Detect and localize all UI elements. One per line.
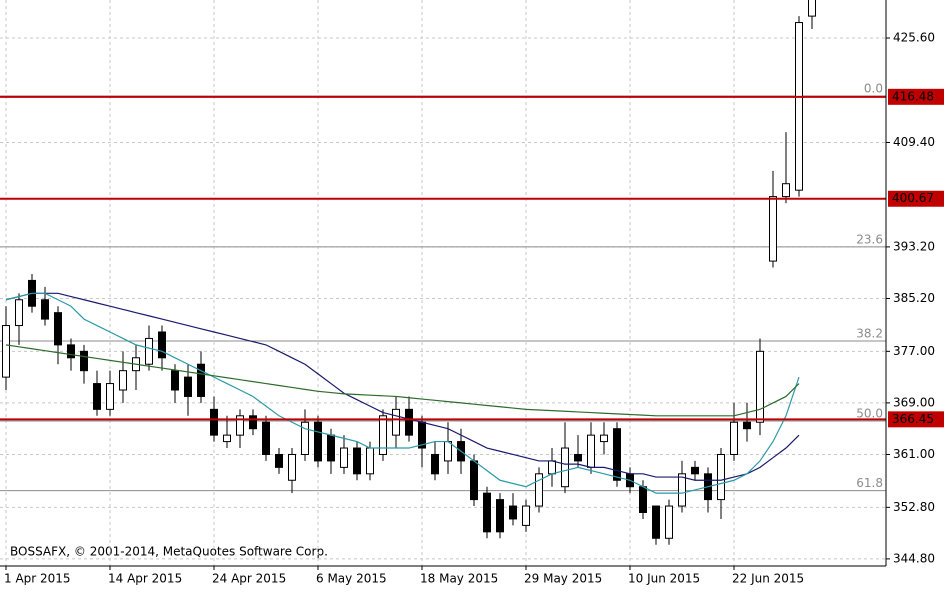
candle-body bbox=[184, 376, 192, 397]
candle-body bbox=[106, 383, 114, 410]
price-level-box bbox=[888, 88, 944, 105]
x-tick-label: 14 Apr 2015 bbox=[108, 572, 182, 586]
candle-body bbox=[353, 447, 361, 475]
candle-body bbox=[119, 370, 127, 391]
candle-body bbox=[535, 473, 543, 507]
candle-body bbox=[587, 434, 595, 468]
candle-body bbox=[2, 325, 10, 378]
candle-body bbox=[41, 299, 49, 320]
y-tick-label: 393.20 bbox=[893, 239, 935, 253]
candle-body bbox=[717, 453, 725, 501]
candle-body bbox=[223, 434, 231, 443]
candle-body bbox=[210, 408, 218, 436]
candle-body bbox=[509, 505, 517, 520]
price-level-box bbox=[888, 190, 944, 207]
x-tick-label: 6 May 2015 bbox=[316, 572, 387, 586]
candle-body bbox=[613, 428, 621, 481]
x-tick-label: 29 May 2015 bbox=[524, 572, 602, 586]
candle-body bbox=[769, 196, 777, 262]
y-tick-label: 377.00 bbox=[893, 344, 935, 358]
candle-body bbox=[327, 434, 335, 462]
candle-body bbox=[158, 331, 166, 359]
candle-body bbox=[782, 183, 790, 198]
watermark: BOSSAFX, © 2001-2014, MetaQuotes Softwar… bbox=[10, 545, 328, 559]
candle-body bbox=[197, 363, 205, 397]
candle-body bbox=[795, 22, 803, 191]
candle-body bbox=[80, 350, 88, 372]
fib-label: 23.6 bbox=[856, 232, 883, 246]
candle-body bbox=[392, 408, 400, 436]
fib-label: 38.2 bbox=[856, 327, 883, 341]
x-tick-label: 24 Apr 2015 bbox=[212, 572, 286, 586]
candle-body bbox=[743, 421, 751, 430]
candle-body bbox=[275, 453, 283, 468]
moving-average bbox=[5, 292, 800, 494]
fib-label: 50.0 bbox=[856, 406, 883, 420]
y-tick-label: 361.00 bbox=[893, 447, 935, 461]
candle-body bbox=[340, 447, 348, 468]
y-tick-label: 385.20 bbox=[893, 291, 935, 305]
candle-body bbox=[756, 350, 764, 423]
price-level-box bbox=[888, 411, 944, 428]
candle-body bbox=[288, 453, 296, 481]
price-level-label: 416.48 bbox=[892, 89, 934, 103]
y-tick-label: 352.80 bbox=[893, 500, 935, 514]
y-tick-label: 344.80 bbox=[893, 551, 935, 565]
candle-body bbox=[54, 312, 62, 346]
candle-body bbox=[93, 383, 101, 410]
y-tick-label: 425.60 bbox=[893, 31, 935, 45]
candle-body bbox=[496, 499, 504, 533]
moving-average bbox=[5, 344, 800, 417]
price-level-label: 366.45 bbox=[892, 412, 934, 426]
candle-body bbox=[639, 486, 647, 513]
candle-body bbox=[236, 415, 244, 436]
candle-body bbox=[67, 344, 75, 359]
candle-body bbox=[366, 447, 374, 475]
candle-body bbox=[561, 447, 569, 488]
candle-body bbox=[691, 466, 699, 475]
x-tick-label: 1 Apr 2015 bbox=[4, 572, 71, 586]
candle-body bbox=[171, 370, 179, 391]
candle-body bbox=[15, 299, 23, 327]
candle-body bbox=[301, 421, 309, 455]
candle-body bbox=[600, 434, 608, 443]
x-tick-label: 18 May 2015 bbox=[420, 572, 498, 586]
candle-body bbox=[678, 473, 686, 507]
candle-body bbox=[379, 415, 387, 455]
candle-body bbox=[405, 408, 413, 436]
candle-body bbox=[665, 505, 673, 539]
fib-label: 61.8 bbox=[856, 476, 883, 490]
moving-average bbox=[5, 292, 800, 481]
candle-body bbox=[145, 337, 153, 365]
x-tick-label: 10 Jun 2015 bbox=[628, 572, 700, 586]
candle-body bbox=[522, 505, 530, 526]
candle-body bbox=[483, 492, 491, 533]
candle-body bbox=[444, 441, 452, 462]
price-level-label: 400.67 bbox=[892, 191, 934, 205]
candle-body bbox=[808, 0, 816, 17]
x-tick-label: 22 Jun 2015 bbox=[732, 572, 804, 586]
candle-body bbox=[470, 460, 478, 501]
candle-body bbox=[730, 421, 738, 455]
y-tick-label: 369.00 bbox=[893, 395, 935, 409]
candle-body bbox=[262, 421, 270, 455]
candle-body bbox=[652, 505, 660, 539]
candle-body bbox=[249, 415, 257, 430]
y-tick-label: 409.40 bbox=[893, 135, 935, 149]
candle-body bbox=[431, 453, 439, 475]
candle-body bbox=[314, 421, 322, 462]
candle-body bbox=[574, 453, 582, 462]
fib-label: 0.0 bbox=[864, 82, 883, 96]
candle-body bbox=[548, 460, 556, 475]
